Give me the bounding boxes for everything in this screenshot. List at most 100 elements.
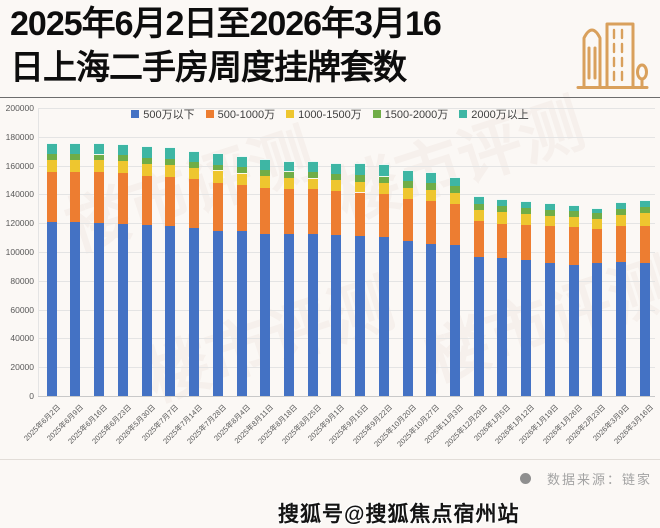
bar-segment-500万以下 (449, 244, 460, 396)
bar-segment-2000万以上 (355, 163, 366, 176)
bar-segment-500-1000万 (165, 176, 176, 227)
legend-label: 2000万以上 (471, 109, 529, 121)
bar-segment-2000万以上 (521, 201, 532, 208)
y-axis-tick-label: 140000 (5, 189, 34, 200)
bar-segment-2000万以上 (260, 158, 271, 170)
bar-segment-1000-1500万 (117, 160, 128, 174)
legend-swatch-icon (205, 110, 214, 118)
bar-segment-2000万以上 (212, 153, 223, 165)
bar-segment-1000-1500万 (283, 177, 294, 189)
bar-segment-500万以下 (189, 226, 199, 396)
y-gridline (38, 396, 655, 397)
y-axis-tick-label: 40000 (10, 333, 34, 344)
bar-segment-500-1000万 (189, 178, 199, 228)
bar-segment-1000-1500万 (521, 213, 532, 225)
y-axis-tick-label: 200000 (5, 103, 34, 113)
legend-label: 500-1000万 (217, 109, 276, 121)
bar-segment-2000万以上 (544, 203, 555, 210)
y-axis-tick-label: 160000 (5, 160, 34, 171)
bar-segment-500万以下 (402, 239, 413, 396)
bar-segment-1000-1500万 (307, 177, 318, 190)
legend-swatch-icon (459, 110, 468, 118)
bar-segment-1500-2000万 (449, 185, 460, 193)
legend-label: 500万以下 (143, 109, 195, 121)
bar-segment-500-1000万 (402, 198, 413, 241)
bar-segment-2000万以上 (236, 156, 247, 168)
bar-segment-1000-1500万 (260, 175, 271, 188)
bar-segment-1000-1500万 (592, 217, 603, 230)
bar-segment-1000-1500万 (544, 214, 555, 227)
bar-segment-500-1000万 (497, 222, 508, 259)
bar-segment-1500-2000万 (544, 208, 555, 216)
bar-segment-1000-1500万 (449, 191, 460, 204)
y-axis-line (38, 108, 39, 396)
bar-segment-500-1000万 (260, 186, 271, 234)
bar-segment-500万以下 (46, 221, 57, 396)
bar-segment-1500-2000万 (378, 175, 389, 184)
bar-segment-1500-2000万 (639, 206, 650, 214)
bar-segment-500万以下 (521, 259, 532, 396)
bar-segment-2000万以上 (189, 150, 199, 162)
bar-segment-500-1000万 (307, 188, 318, 235)
legend-item: 2000万以上 (459, 106, 529, 122)
bar-segment-2000万以上 (117, 144, 128, 156)
bar-segment-500万以下 (94, 221, 105, 396)
y-gridline (38, 223, 655, 225)
bar-segment-500万以下 (616, 261, 626, 396)
bar-segment-2000万以上 (497, 199, 508, 207)
bar-segment-2000万以上 (378, 164, 389, 177)
bar-segment-1000-1500万 (94, 159, 105, 172)
bar-segment-1000-1500万 (568, 215, 579, 228)
y-axis-tick-label: 60000 (10, 304, 34, 315)
bar-segment-1000-1500万 (639, 212, 650, 226)
bar-segment-1000-1500万 (165, 163, 176, 177)
bar-segment-1000-1500万 (355, 180, 366, 193)
bar-segment-500万以下 (141, 223, 152, 396)
bar-segment-1000-1500万 (212, 169, 223, 183)
bar-segment-2000万以上 (426, 171, 437, 183)
data-source-row: 数据来源：链家 (519, 469, 652, 488)
page-title-line2: 日上海二手房周度挂牌套数 (10, 49, 407, 87)
bar-segment-500-1000万 (141, 175, 152, 225)
title-divider (0, 97, 660, 98)
bar-segment-500-1000万 (378, 193, 389, 238)
bar-segment-1500-2000万 (568, 209, 579, 217)
bar-segment-1500-2000万 (497, 205, 508, 212)
bar-segment-500-1000万 (544, 225, 555, 264)
bar-segment-500-1000万 (568, 226, 579, 266)
bar-segment-500-1000万 (117, 172, 128, 225)
bar-segment-1000-1500万 (331, 179, 342, 191)
bar-segment-2000万以上 (616, 201, 626, 209)
bar-segment-500万以下 (592, 262, 603, 396)
y-axis-tick-label: 100000 (5, 247, 34, 257)
bar-segment-1000-1500万 (402, 186, 413, 199)
bar-segment-2000万以上 (402, 169, 413, 182)
bar-segment-500万以下 (236, 230, 247, 396)
y-gridline (38, 367, 655, 369)
bar-segment-500-1000万 (236, 184, 247, 232)
page-title: 2025年6月2日至2026年3月16 日上海二手房周度挂牌套数 (10, 2, 570, 90)
bar-segment-1500-2000万 (46, 153, 57, 161)
page-title-line1: 2025年6月2日至2026年3月16 (10, 5, 442, 43)
bar-segment-1000-1500万 (70, 158, 81, 172)
legend-swatch-icon (286, 110, 295, 118)
chart-bottom-divider (0, 459, 660, 460)
bar-segment-1000-1500万 (46, 159, 57, 172)
buildings-icon (576, 22, 649, 89)
bar-segment-500万以下 (307, 233, 318, 396)
bar-segment-500-1000万 (426, 200, 437, 244)
bar-segment-1500-2000万 (94, 153, 105, 161)
bar-segment-500-1000万 (639, 224, 650, 263)
bar-segment-2000万以上 (165, 147, 176, 159)
y-gridline (38, 252, 655, 253)
legend-item: 1500-2000万 (372, 106, 448, 122)
bar-segment-1500-2000万 (212, 163, 223, 171)
bar-segment-2000万以上 (592, 207, 603, 213)
bar-segment-2000万以上 (46, 143, 57, 155)
legend-item: 1000-1500万 (286, 106, 362, 122)
bar-segment-500万以下 (260, 232, 271, 396)
bar-segment-1000-1500万 (473, 208, 484, 222)
y-axis-tick-label: 80000 (10, 275, 34, 286)
chart-legend: 500万以下 500-1000万 1000-1500万 1500-2000万 2000万… (0, 106, 660, 122)
